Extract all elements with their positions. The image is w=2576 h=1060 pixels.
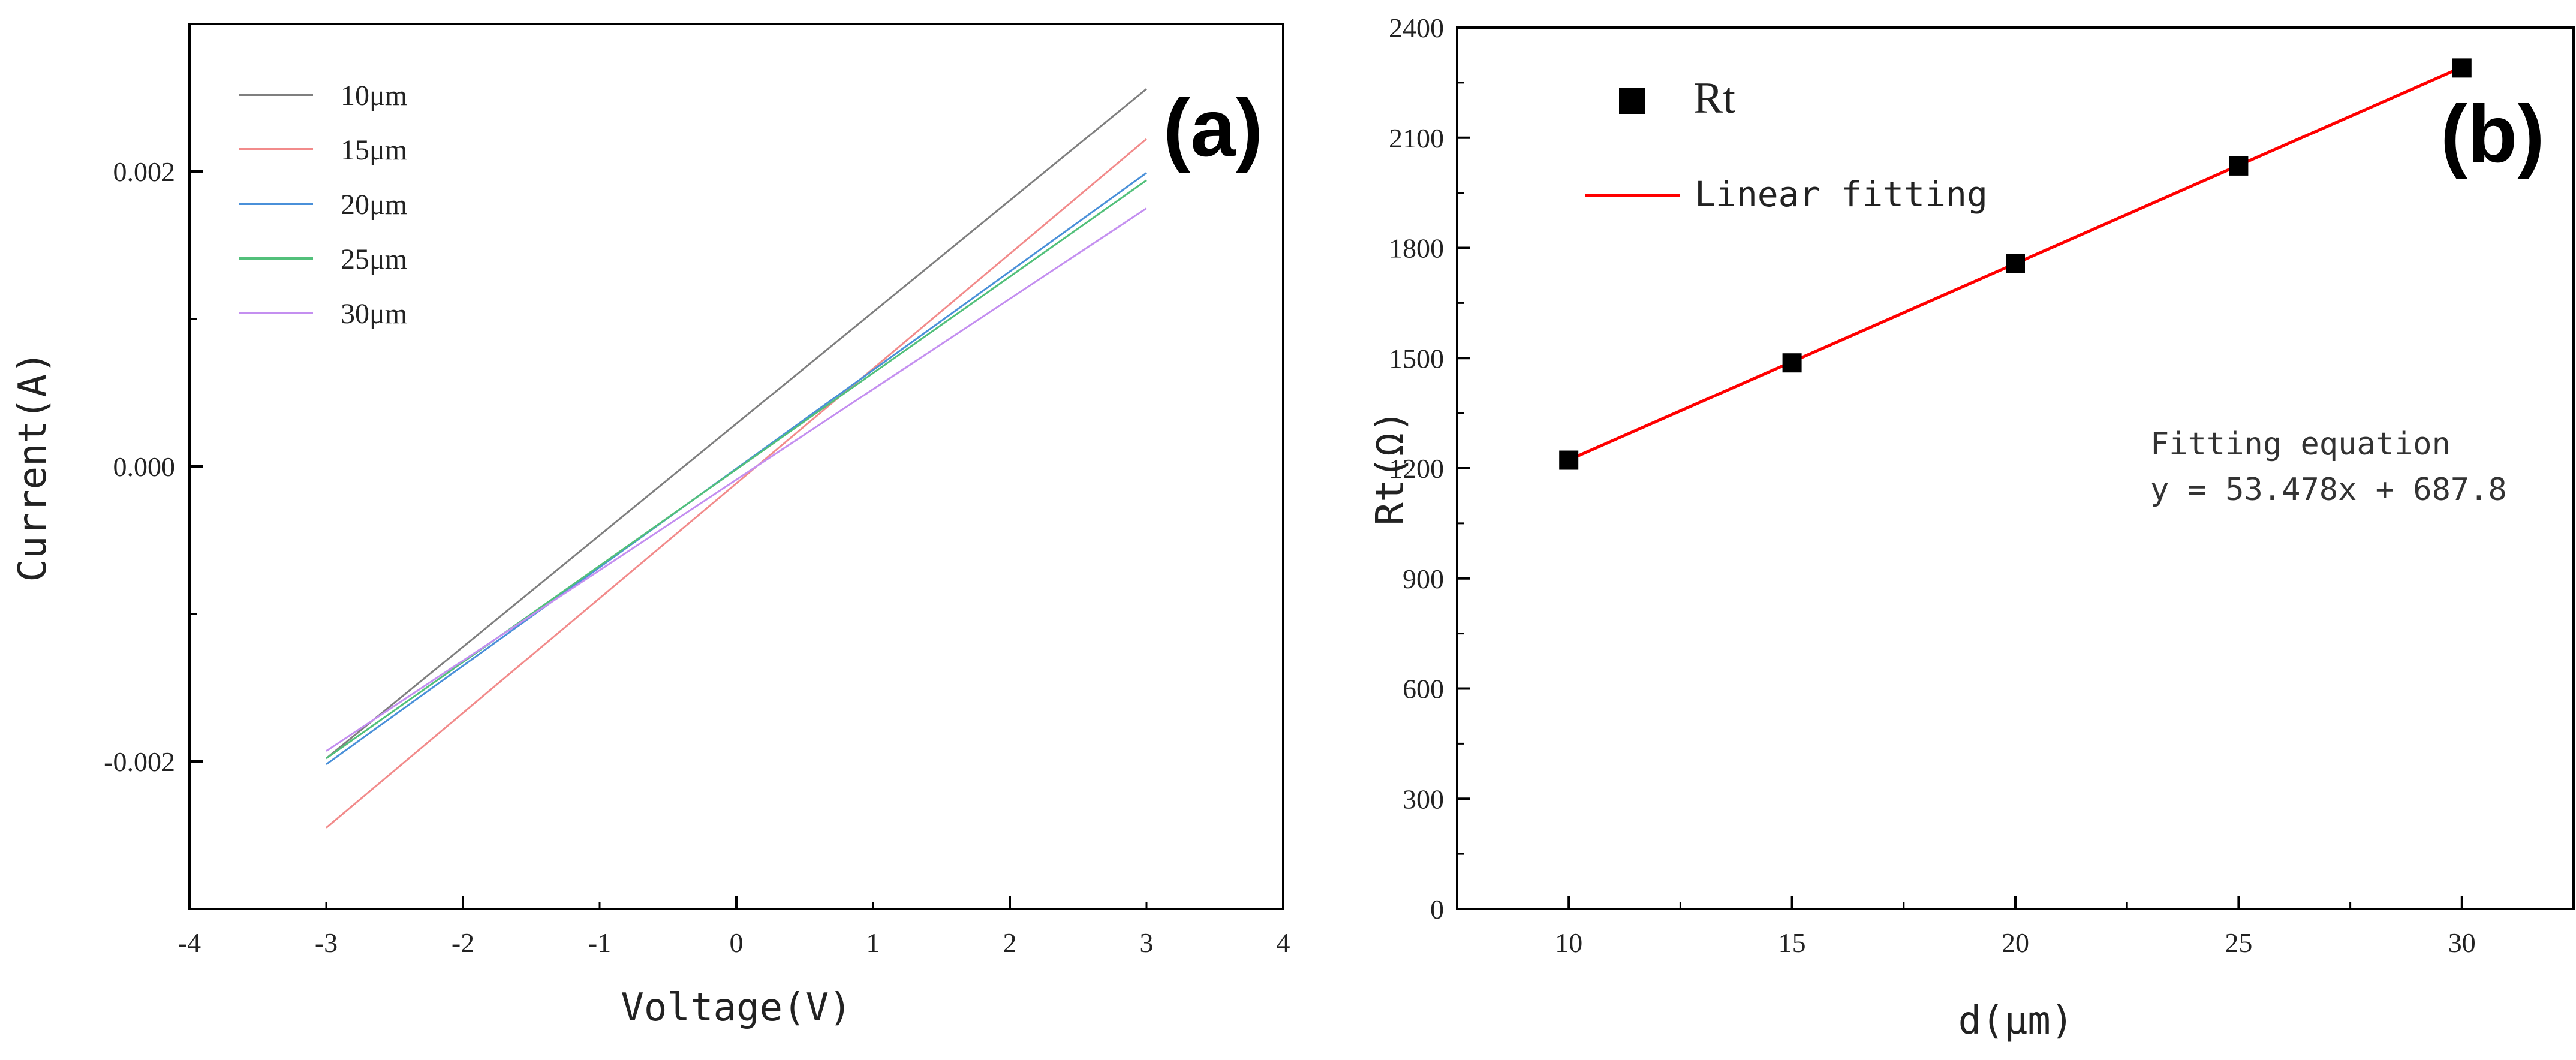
- y-tick-label: 0.002: [113, 156, 176, 187]
- panel-a-ylabel: Current(A): [11, 351, 55, 582]
- panel-b-ylabel: Rt(Ω): [1368, 410, 1413, 526]
- y-tick-label: 0: [1430, 894, 1444, 925]
- fit-annotation-equation: y = 53.478x + 687.8: [2150, 472, 2507, 508]
- panel-b-plot-frame: [1456, 26, 2575, 910]
- data-point-rt: [2452, 58, 2472, 78]
- data-point-rt: [2006, 254, 2025, 273]
- x-tick-label: 10: [1555, 928, 1582, 958]
- x-tick-label: 0: [730, 928, 744, 958]
- x-tick-label: -2: [452, 928, 474, 958]
- x-tick-label: 4: [1277, 928, 1290, 958]
- legend-label-fit: Linear fitting: [1695, 174, 1988, 215]
- panel-a-series: [326, 88, 1147, 829]
- x-tick-label: 2: [1003, 928, 1017, 958]
- legend-label: 10μm: [341, 80, 407, 112]
- x-tick-label: 25: [2225, 928, 2252, 958]
- fit-annotation-title: Fitting equation: [2150, 426, 2451, 462]
- panel-b-series: [1559, 58, 2472, 470]
- x-tick-label: 30: [2448, 928, 2476, 958]
- y-tick-label: 300: [1403, 784, 1444, 814]
- data-point-rt: [1559, 450, 1579, 470]
- x-tick-label: 20: [2002, 928, 2029, 958]
- series-line-25μm: [326, 179, 1147, 760]
- panel-b-xlabel: d(μm): [1958, 999, 2074, 1043]
- series-line-15μm: [326, 138, 1147, 829]
- y-tick-label: 600: [1403, 674, 1444, 704]
- x-tick-label: -4: [178, 928, 201, 958]
- x-tick-label-minor: -1: [588, 928, 611, 958]
- panel-b: 10 15 20 25 30030060090012001500180021002400…: [1368, 13, 2575, 1043]
- legend-label: 25μm: [341, 243, 407, 275]
- data-point-rt: [2229, 156, 2249, 176]
- legend-label: 15μm: [341, 134, 407, 166]
- y-tick-label: 2400: [1389, 13, 1444, 43]
- series-line-10μm: [326, 88, 1147, 760]
- series-line-30μm: [326, 207, 1147, 752]
- y-tick-label: 1200: [1389, 453, 1444, 484]
- x-tick-label-minor: 1: [866, 928, 880, 958]
- panel-a-ticks: -4 -2 0 2 4 -3 -1 1 3 -0.002 0.000 0.002: [104, 23, 1290, 958]
- data-point-rt: [1782, 353, 1802, 373]
- x-tick-label-minor: -3: [315, 928, 338, 958]
- panel-b-legend: Rt Linear fitting: [1585, 74, 1988, 215]
- legend-label: 30μm: [341, 298, 407, 330]
- panel-a-legend: 10μm 15μm 20μm 25μm 30μm: [239, 80, 407, 330]
- y-tick-label: 2100: [1389, 123, 1444, 153]
- x-tick-label: 15: [1778, 928, 1806, 958]
- y-tick-label: 0.000: [113, 451, 176, 482]
- y-tick-label: 1500: [1389, 343, 1444, 374]
- panel-b-label: (b): [2440, 88, 2545, 179]
- y-tick-label: 1800: [1389, 233, 1444, 264]
- legend-label-rt: Rt: [1693, 74, 1735, 123]
- legend-marker-rt: [1619, 88, 1645, 114]
- panel-a-label: (a): [1163, 82, 1263, 173]
- y-tick-label: 900: [1403, 564, 1444, 594]
- x-tick-label-minor: 3: [1140, 928, 1154, 958]
- y-tick-label: -0.002: [104, 746, 175, 777]
- panel-a-xlabel: Voltage(V): [621, 986, 851, 1030]
- legend-label: 20μm: [341, 189, 407, 221]
- panel-a: -4 -2 0 2 4 -3 -1 1 3 -0.002 0.000 0.002 10μm 15μm 20…: [11, 23, 1290, 1030]
